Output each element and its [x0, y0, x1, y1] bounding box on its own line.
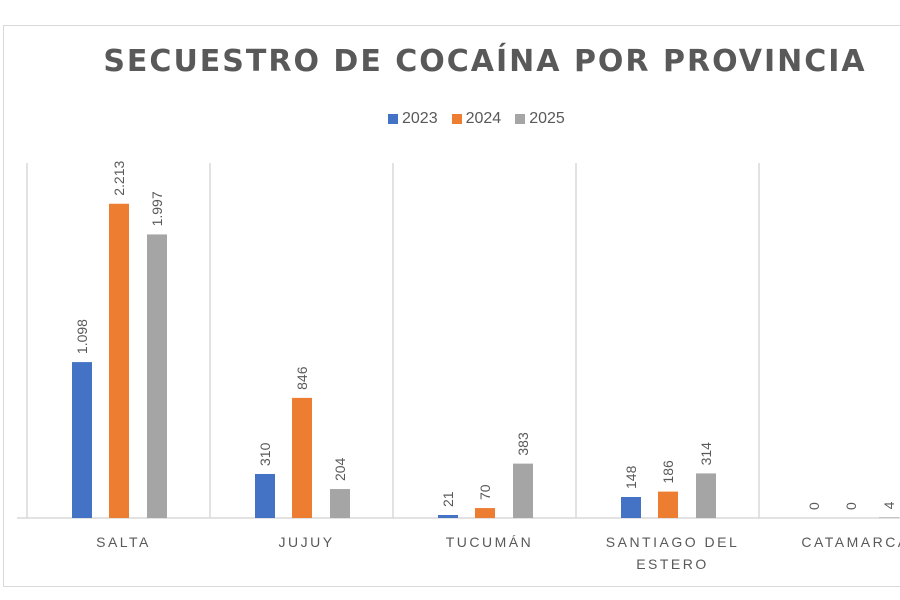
data-label: 310	[257, 442, 273, 466]
bar	[292, 397, 312, 518]
category-label: CATAMARCA	[801, 534, 900, 550]
data-label: 1.997	[149, 191, 165, 226]
legend: 2023 2024 2025	[388, 110, 565, 128]
bar	[255, 473, 275, 518]
data-label: 70	[477, 484, 493, 500]
data-label: 21	[440, 491, 456, 507]
legend-item: 2024	[451, 110, 502, 128]
data-label: 204	[332, 457, 348, 481]
legend-item: 2025	[515, 110, 565, 128]
category-label: SALTA	[96, 534, 151, 550]
legend-label: 2023	[402, 110, 438, 127]
category-label: JUJUY	[278, 534, 334, 550]
bar	[109, 203, 129, 518]
bar	[621, 496, 641, 518]
data-label: 1.098	[74, 319, 90, 354]
legend-swatch	[451, 114, 462, 124]
data-label: 0	[843, 502, 859, 510]
legend-swatch	[388, 114, 398, 124]
chart-title: SECUESTRO DE COCAÍNA POR PROVINCIA	[103, 44, 867, 79]
legend-label: 2024	[465, 110, 502, 127]
chart-frame	[3, 25, 900, 587]
bar	[72, 362, 92, 518]
bar	[475, 508, 495, 518]
data-label: 846	[294, 366, 310, 390]
data-label: 186	[660, 460, 676, 484]
data-label: 383	[515, 432, 531, 456]
data-label: 2.213	[111, 161, 127, 196]
legend-swatch	[515, 114, 526, 124]
bar	[696, 473, 716, 518]
category-label: SANTIAGO DEL ESTERO	[606, 534, 739, 572]
bar	[330, 489, 350, 518]
bar	[879, 517, 899, 518]
bar	[147, 234, 167, 518]
bar	[658, 491, 678, 518]
legend-item: 2023	[388, 110, 438, 128]
bar	[513, 463, 533, 518]
data-label: 4	[881, 501, 897, 509]
data-label: 148	[623, 465, 639, 489]
data-label: 314	[698, 442, 714, 466]
data-label: 0	[806, 502, 822, 510]
bar	[438, 515, 458, 518]
legend-label: 2025	[529, 110, 565, 127]
category-label: TUCUMÁN	[446, 534, 534, 550]
